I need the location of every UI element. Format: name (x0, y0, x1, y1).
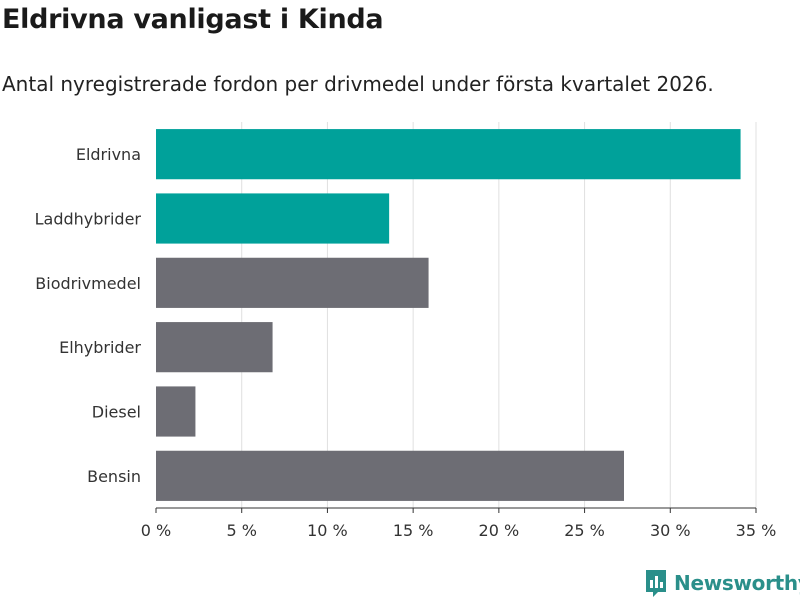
newsworthy-logo: Newsworthy (644, 568, 800, 598)
category-label: Laddhybrider (35, 210, 142, 229)
bar-bensin (156, 450, 624, 501)
category-labels: Eldrivna Laddhybrider Biodrivmedel Elhybrid… (35, 145, 142, 486)
category-label: Elhybrider (59, 338, 141, 357)
x-axis: 0 % 5 % 10 % 15 % 20 % 25 % 30 % 35 % (141, 507, 777, 540)
newsworthy-chart-icon (646, 570, 666, 597)
category-label: Eldrivna (76, 145, 141, 164)
bar-diesel (156, 386, 196, 437)
gridlines (241, 122, 757, 508)
bar-eldrivna (156, 129, 741, 180)
x-tick-label: 20 % (479, 521, 520, 540)
x-tick-label: 15 % (393, 521, 434, 540)
x-tick-label: 25 % (564, 521, 605, 540)
category-label: Biodrivmedel (35, 274, 141, 293)
x-tick-label: 0 % (141, 521, 171, 540)
category-label: Bensin (87, 467, 141, 486)
bar-elhybrider (156, 322, 273, 373)
brand-name: Newsworthy (674, 571, 800, 595)
x-tick-label: 30 % (650, 521, 691, 540)
bar-laddhybrider (156, 193, 390, 244)
category-label: Diesel (92, 403, 141, 422)
chart-title: Eldrivna vanligast i Kinda (2, 4, 384, 35)
bar-biodrivmedel (156, 257, 429, 308)
x-tick-label: 5 % (226, 521, 256, 540)
x-tick-label: 35 % (736, 521, 777, 540)
chart-subtitle: Antal nyregistrerade fordon per drivmede… (2, 72, 714, 96)
bars (156, 129, 741, 501)
x-tick-label: 10 % (307, 521, 348, 540)
